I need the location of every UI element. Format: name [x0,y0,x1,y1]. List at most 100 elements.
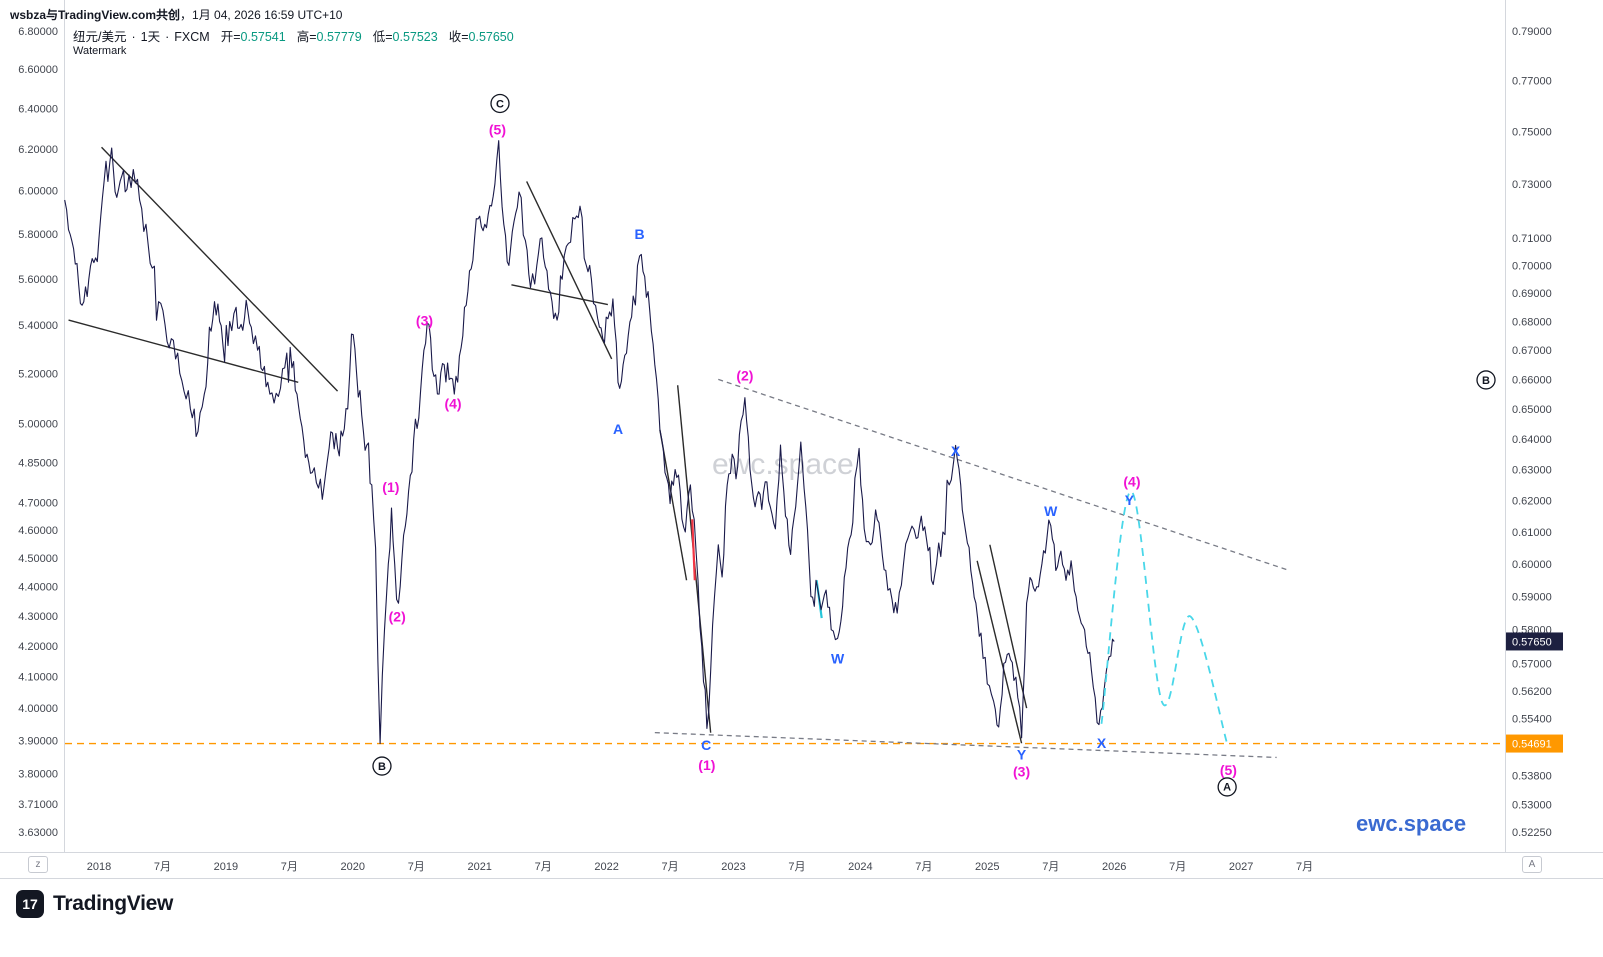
colored-segment[interactable] [691,519,696,581]
wave-label-(4)[interactable]: (4) [444,395,461,411]
right-axis-label: 0.64000 [1512,434,1552,446]
svg-text:0.54691: 0.54691 [1512,739,1552,751]
time-axis-label: 2023 [721,861,745,873]
wave-label-circled-B[interactable]: B [1476,370,1496,390]
left-axis-label: 4.70000 [18,497,58,509]
interval-label: 1天 [140,30,161,44]
left-axis-label: 6.80000 [18,26,58,38]
symbol-legend[interactable]: 纽元/美元 · 1天 · FXCM 开=0.57541 高=0.57779 低=… [73,26,514,45]
wave-label-circled-B[interactable]: B [372,756,392,776]
right-axis-label: 0.75000 [1512,127,1552,139]
wave-label-C[interactable]: C [701,737,711,753]
wave-label-(1)[interactable]: (1) [698,757,715,773]
time-axis-label: 2021 [467,861,491,873]
price-line-series[interactable] [64,140,1115,745]
ohlc-low: 低=0.57523 [372,30,438,44]
left-axis-label: 4.10000 [18,672,58,684]
left-axis-label: 5.00000 [18,418,58,430]
svg-text:B: B [1482,375,1490,387]
last-price-badge: 0.57650 [1506,632,1563,651]
wave-label-(3)[interactable]: (3) [1013,764,1030,780]
wave-label-circled-A[interactable]: A [1217,777,1237,797]
chart-pane[interactable] [65,0,1505,852]
left-axis-label: 4.60000 [18,525,58,537]
wave-label-(5)[interactable]: (5) [489,121,506,137]
left-axis-label: 5.80000 [18,229,58,241]
wave-label-Y[interactable]: Y [1017,746,1027,762]
price-chart-canvas[interactable]: ewc.space 6.80000 6.60000 6.40000 6.20000 6.0… [0,0,1603,880]
time-axis-label: 7月 [1042,861,1059,873]
right-axis-label: 0.60000 [1512,559,1552,571]
left-axis-label: 3.80000 [18,769,58,781]
right-axis-label: 0.69000 [1512,288,1552,300]
dashed-trendline[interactable] [718,378,1290,572]
time-axis-label: 2019 [214,861,238,873]
ohlc-close: 收=0.57650 [448,30,514,44]
attribution-author: wsbza与TradingView.com共创 [10,8,181,22]
trendline[interactable] [526,181,613,360]
right-axis-label: 0.71000 [1512,233,1552,245]
tradingview-logo-icon: 17 [16,890,44,918]
time-axis-label: 7月 [915,861,932,873]
wave-label-(1)[interactable]: (1) [382,479,399,495]
wave-label-B[interactable]: B [635,226,645,242]
attribution-bar: wsbza与TradingView.com共创，1月 04, 2026 16:5… [10,6,342,23]
left-axis-label: 4.50000 [18,553,58,565]
wave-label-W[interactable]: W [1044,503,1058,519]
wave-label-W[interactable]: W [831,650,845,666]
time-axis-label: 7月 [788,861,805,873]
right-axis-label: 0.65000 [1512,404,1552,416]
svg-text:A: A [1223,782,1231,794]
time-axis-label: 2018 [87,861,111,873]
wave-label-A[interactable]: A [613,421,623,437]
trendline[interactable] [989,544,1028,709]
trendline[interactable] [976,560,1023,744]
trendline[interactable] [659,429,688,581]
right-axis-label: 0.79000 [1512,26,1552,38]
wave-label-X[interactable]: X [951,443,961,459]
time-axis-label: 2022 [594,861,618,873]
tradingview-logo[interactable]: 17 TradingView [16,890,173,918]
axis-settings-button[interactable]: A [1522,856,1542,873]
time-axis-label: 7月 [154,861,171,873]
trendline[interactable] [101,146,339,392]
time-axis-label: 2020 [341,861,365,873]
collapse-pane-button[interactable]: z [28,856,48,873]
wave-label-(5)[interactable]: (5) [1220,762,1237,778]
time-axis-label: 7月 [408,861,425,873]
trendline[interactable] [68,319,299,383]
ohlc-high: 高=0.57779 [296,30,362,44]
symbol-name: 纽元/美元 [73,30,127,44]
left-axis-label: 4.40000 [18,582,58,594]
projection-path[interactable] [1100,490,1228,744]
right-axis-label: 0.73000 [1512,179,1552,191]
right-axis-label: 0.57000 [1512,658,1552,670]
exchange-label: FXCM [174,30,210,44]
right-axis-label: 0.52250 [1512,827,1552,839]
right-axis-label: 0.66000 [1512,374,1552,386]
wave-label-circled-C[interactable]: C [490,93,510,114]
right-axis-label: 0.61000 [1512,527,1552,539]
time-axis-label: 2024 [848,861,872,873]
left-axis-label: 5.40000 [18,320,58,332]
left-axis-label: 5.60000 [18,274,58,286]
time-axis-label: 2025 [975,861,999,873]
left-axis-label: 6.40000 [18,103,58,115]
time-axis-label: 2026 [1102,861,1126,873]
wave-label-(2)[interactable]: (2) [389,609,406,625]
left-axis-label: 3.90000 [18,735,58,747]
right-axis-label: 0.56200 [1512,686,1552,698]
wave-label-Y[interactable]: Y [1125,492,1135,508]
time-axis-label: 7月 [661,861,678,873]
wave-label-(4)[interactable]: (4) [1123,473,1140,489]
left-axis-label: 4.00000 [18,703,58,715]
wave-label-(3)[interactable]: (3) [416,313,433,329]
right-axis-label: 0.62000 [1512,496,1552,508]
wave-label-X[interactable]: X [1097,735,1107,751]
dashed-trendline[interactable] [654,731,1277,759]
left-axis-label: 4.20000 [18,641,58,653]
left-axis-label: 4.30000 [18,611,58,623]
wave-label-(2)[interactable]: (2) [736,367,753,383]
bottom-right-watermark: ewc.space [1356,811,1467,836]
svg-text:0.57650: 0.57650 [1512,636,1552,648]
